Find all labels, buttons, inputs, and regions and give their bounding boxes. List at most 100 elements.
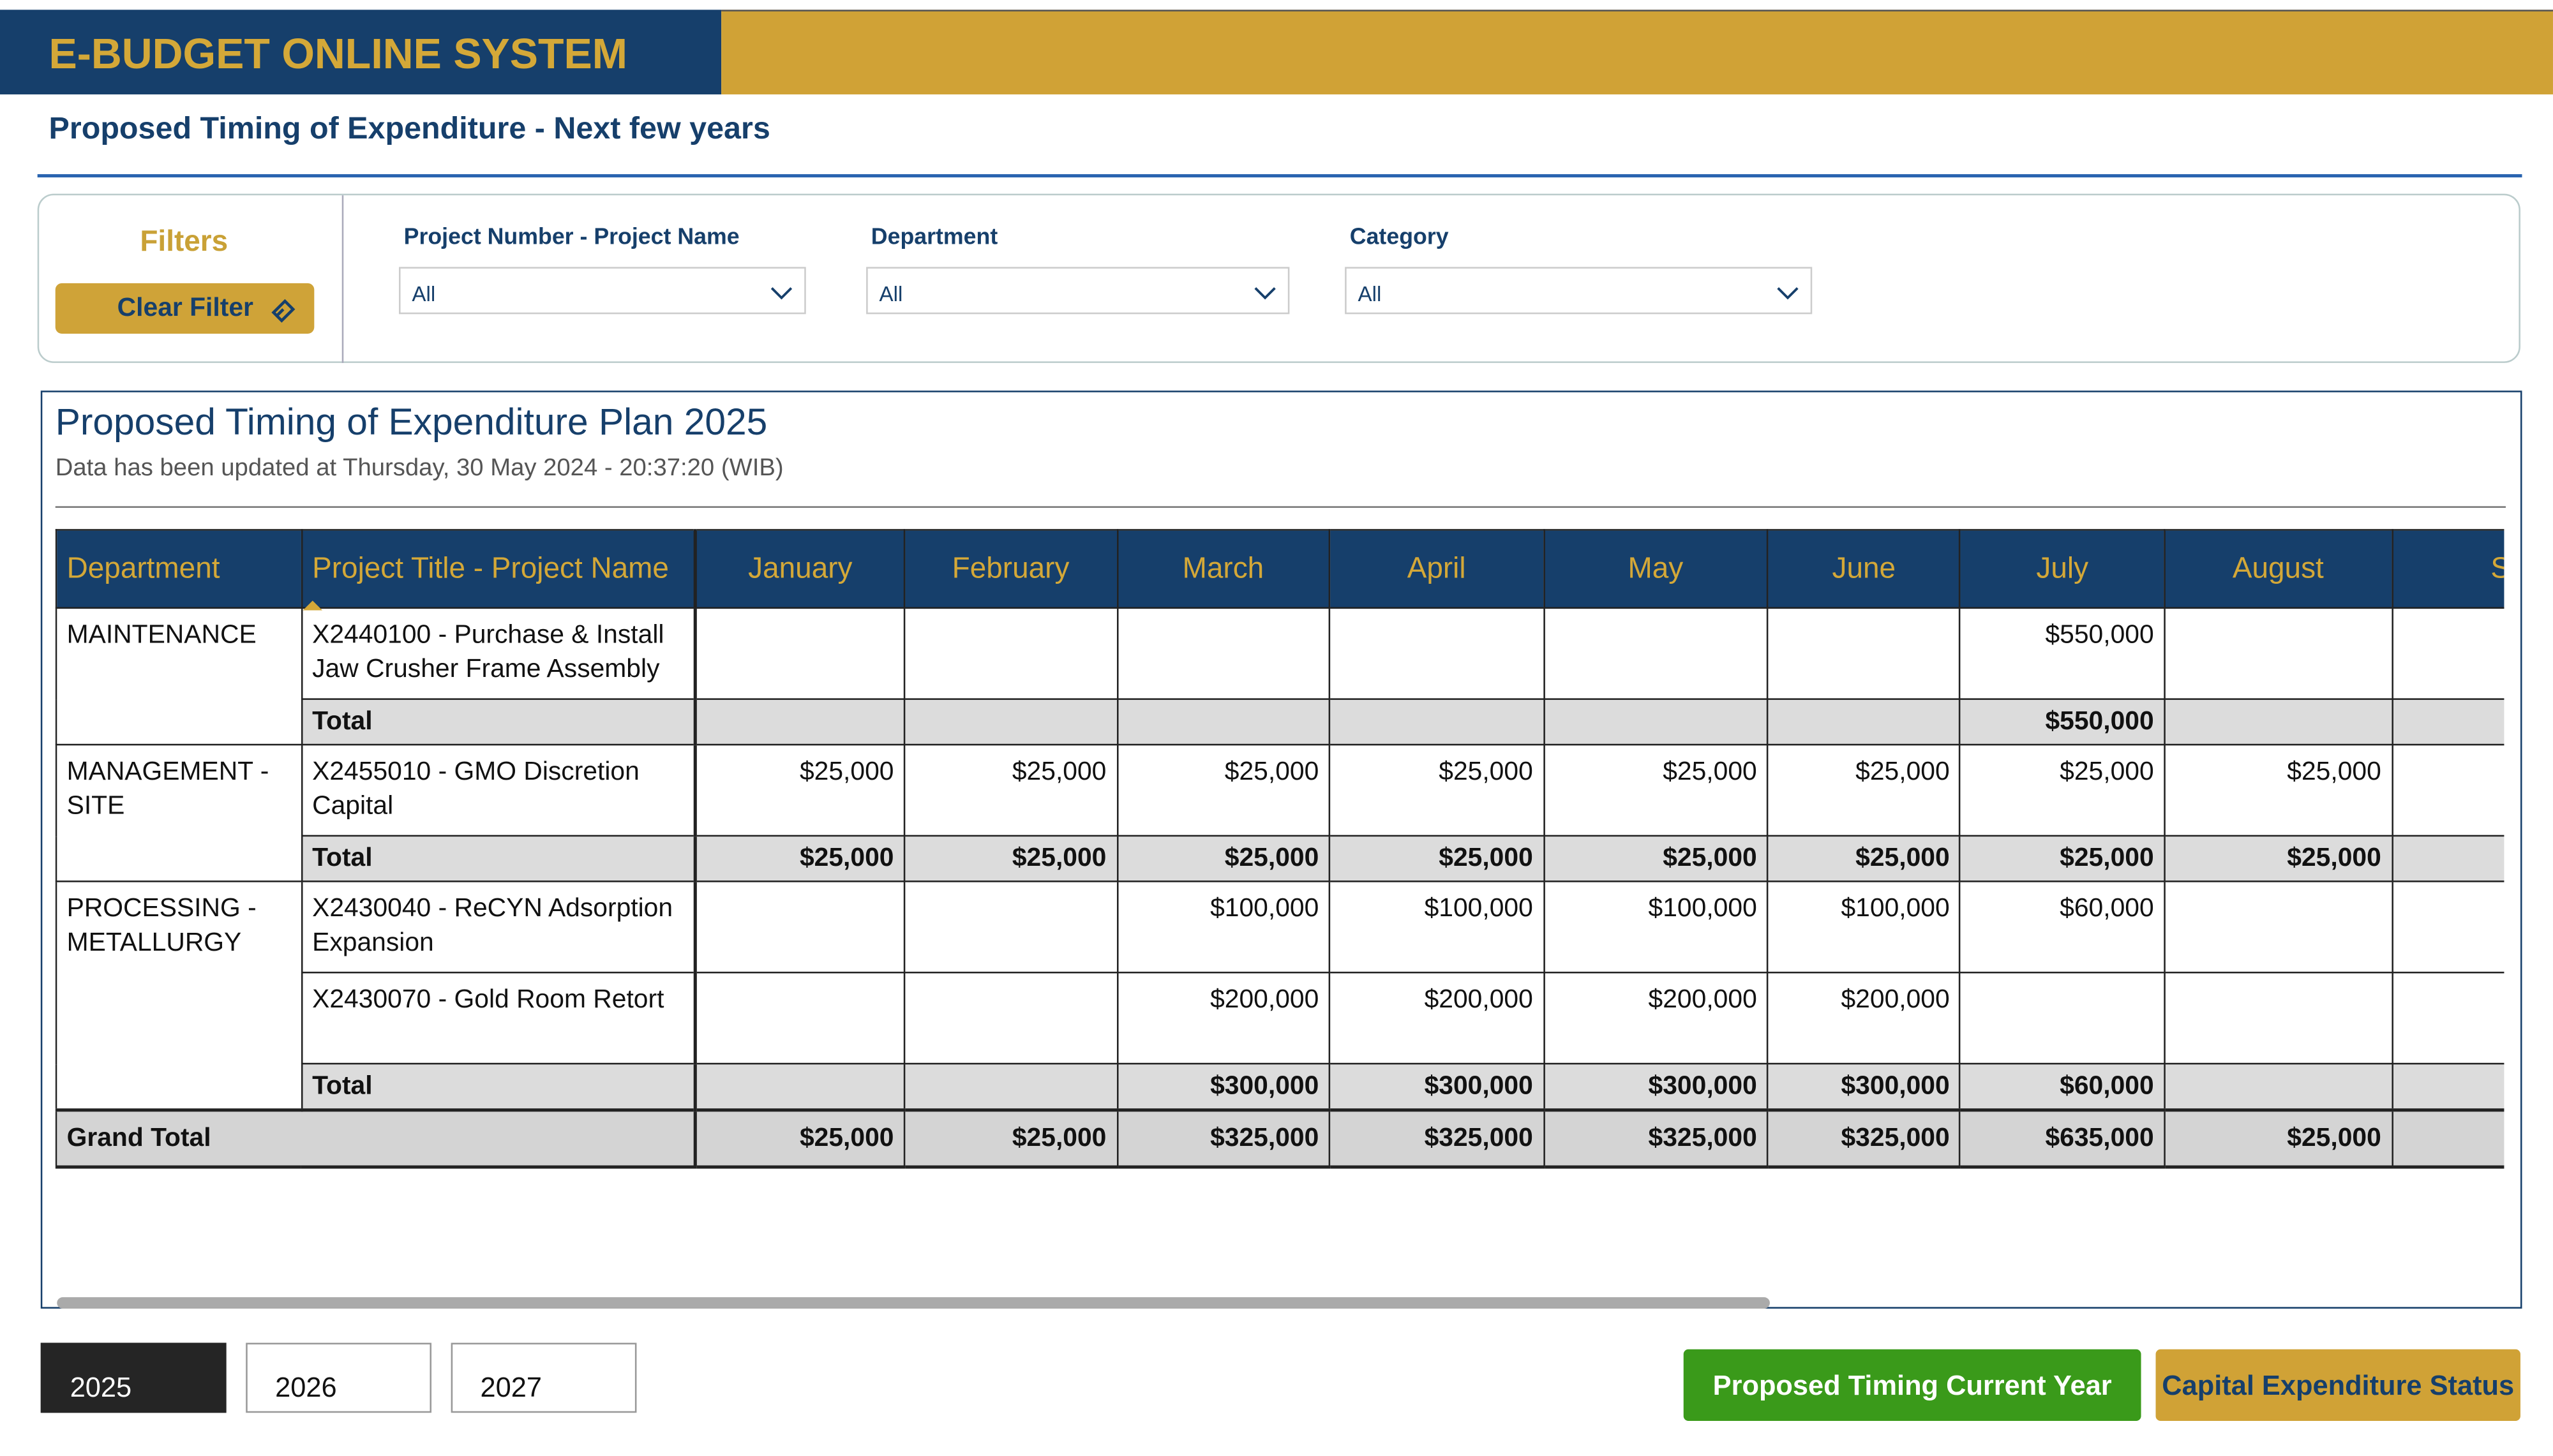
chevron bbox=[1777, 287, 1799, 300]
nav-button[interactable]: Proposed Timing Current Year bbox=[1683, 1349, 2141, 1422]
value-cell: $200,000 bbox=[1328, 971, 1545, 1065]
project-cell: Total bbox=[301, 835, 696, 882]
value-cell bbox=[2391, 698, 2504, 746]
grand-total-value: $635,000 bbox=[1959, 1108, 2166, 1169]
dropdown-label: Department bbox=[871, 223, 998, 249]
value-cell: $25,000 bbox=[1959, 743, 2166, 837]
value-cell bbox=[1767, 607, 1961, 700]
value-cell: $25,000 bbox=[903, 743, 1118, 837]
filter-separator bbox=[341, 195, 344, 363]
grand-total-label: Grand Total bbox=[55, 1108, 696, 1169]
column-header[interactable]: April bbox=[1328, 529, 1545, 609]
grand-total-value: $25,000 bbox=[903, 1108, 1118, 1169]
value-cell: $25,000 bbox=[1116, 743, 1331, 837]
value-cell: $60,000 bbox=[1959, 880, 2166, 974]
column-header[interactable]: July bbox=[1959, 529, 2166, 609]
grand-total-value: $325,000 bbox=[1328, 1108, 1545, 1169]
value-cell: $300,000 bbox=[1328, 1062, 1545, 1111]
scrollbar[interactable] bbox=[57, 1297, 1770, 1309]
grand-total-value: $25,000 bbox=[2164, 1108, 2393, 1169]
value-cell bbox=[903, 880, 1118, 974]
dropdown[interactable]: All bbox=[398, 267, 806, 315]
value-cell: $25,000 bbox=[903, 835, 1118, 882]
value-cell: $25,000 bbox=[2164, 743, 2393, 837]
panel-separator bbox=[55, 506, 2506, 508]
chevron bbox=[770, 287, 793, 300]
value-cell bbox=[2391, 880, 2504, 974]
project-cell: X2455010 - GMO Discretion Capital bbox=[301, 743, 696, 837]
dropdown-label: Category bbox=[1349, 223, 1449, 249]
project-cell: Total bbox=[301, 698, 696, 746]
value-cell: $25,000 bbox=[1543, 743, 1769, 837]
dropdown[interactable]: All bbox=[1345, 267, 1813, 315]
value-cell: $550,000 bbox=[1959, 607, 2166, 700]
nav-button[interactable]: Capital Expenditure Status bbox=[2155, 1349, 2520, 1422]
value-cell: $25,000 bbox=[1959, 835, 2166, 882]
header-title: E-BUDGET ONLINE SYSTEM bbox=[0, 10, 722, 94]
column-header[interactable]: August bbox=[2164, 529, 2393, 609]
year-button[interactable]: 2026 bbox=[246, 1342, 432, 1413]
sort-indicator bbox=[303, 600, 322, 611]
column-header[interactable]: June bbox=[1767, 529, 1961, 609]
value-cell bbox=[693, 607, 906, 700]
value-cell bbox=[1543, 607, 1769, 700]
dropdown[interactable]: All bbox=[866, 267, 1290, 315]
grand-total-value: $25,000 bbox=[2391, 1108, 2504, 1169]
value-cell bbox=[1116, 698, 1331, 746]
data-row: MANAGEMENT - SITE X2455010 - GMO Discreti… bbox=[55, 743, 2504, 882]
value-cell bbox=[2391, 1062, 2504, 1111]
value-cell: $300,000 bbox=[1116, 1062, 1331, 1111]
value-cell: $100,000 bbox=[1543, 880, 1769, 974]
project-cell: X2430040 - ReCYN Adsorption Expansion bbox=[301, 880, 696, 974]
column-header[interactable]: May bbox=[1543, 529, 1769, 609]
value-cell: $60,000 bbox=[1959, 1062, 2166, 1111]
project-cell: X2440100 - Purchase & Install Jaw Crushe… bbox=[301, 607, 696, 700]
dropdown-value: All bbox=[412, 281, 436, 306]
dropdown-value: All bbox=[1358, 281, 1382, 306]
value-cell bbox=[2391, 607, 2504, 700]
value-cell: $25,000 bbox=[2391, 835, 2504, 882]
clear-filter-button[interactable]: Clear Filter bbox=[55, 283, 315, 334]
column-header[interactable]: September bbox=[2391, 529, 2504, 609]
grand-total-value: $325,000 bbox=[1767, 1108, 1961, 1169]
filter-title: Filters bbox=[140, 225, 228, 258]
value-cell: $200,000 bbox=[1543, 971, 1769, 1065]
year-button[interactable]: 2025 bbox=[40, 1342, 227, 1413]
grand-total-value: $325,000 bbox=[1543, 1108, 1769, 1169]
value-cell: $100,000 bbox=[1116, 880, 1331, 974]
page-title: Proposed Timing of Expenditure - Next fe… bbox=[49, 112, 770, 147]
column-header[interactable]: March bbox=[1116, 529, 1331, 609]
value-cell bbox=[1328, 607, 1545, 700]
divider bbox=[37, 174, 2522, 178]
value-cell bbox=[693, 880, 906, 974]
year-button[interactable]: 2027 bbox=[451, 1342, 637, 1413]
value-cell: $300,000 bbox=[1767, 1062, 1961, 1111]
value-cell: $25,000 bbox=[1543, 835, 1769, 882]
column-header[interactable]: Project Title - Project Name bbox=[301, 529, 696, 611]
value-cell bbox=[2391, 971, 2504, 1065]
value-cell: $25,000 bbox=[2164, 835, 2393, 882]
project-cell: X2430070 - Gold Room Retort bbox=[301, 971, 696, 1065]
column-header[interactable]: February bbox=[903, 529, 1118, 609]
value-cell bbox=[2164, 607, 2393, 700]
total-row: Total $25,000 $25,000 $25,000 $25,000 $25,000… bbox=[56, 835, 2504, 882]
filter-panel bbox=[37, 193, 2520, 363]
grand-total-value: $325,000 bbox=[1116, 1108, 1331, 1169]
column-header[interactable]: January bbox=[693, 529, 906, 609]
value-cell bbox=[2164, 698, 2393, 746]
eraser-icon bbox=[271, 299, 296, 323]
clear-filter-label: Clear Filter bbox=[117, 294, 253, 323]
value-cell: $25,000 bbox=[693, 835, 906, 882]
value-cell bbox=[1543, 698, 1769, 746]
value-cell: $25,000 bbox=[1767, 835, 1961, 882]
total-row: Total $300,000 $300,000 $300,000 $300,000 $60… bbox=[56, 1062, 2504, 1111]
table-viewport: Department Project Title - Project Name Ja… bbox=[55, 529, 2504, 1180]
project-cell: Total bbox=[301, 1062, 696, 1111]
column-header[interactable]: Department bbox=[55, 529, 303, 609]
header-row: Department Project Title - Project Name Ja… bbox=[55, 529, 2504, 611]
value-cell: $25,000 bbox=[1767, 743, 1961, 837]
panel-subtitle: Data has been updated at Thursday, 30 Ma… bbox=[55, 454, 784, 482]
header-bar bbox=[721, 10, 2553, 94]
